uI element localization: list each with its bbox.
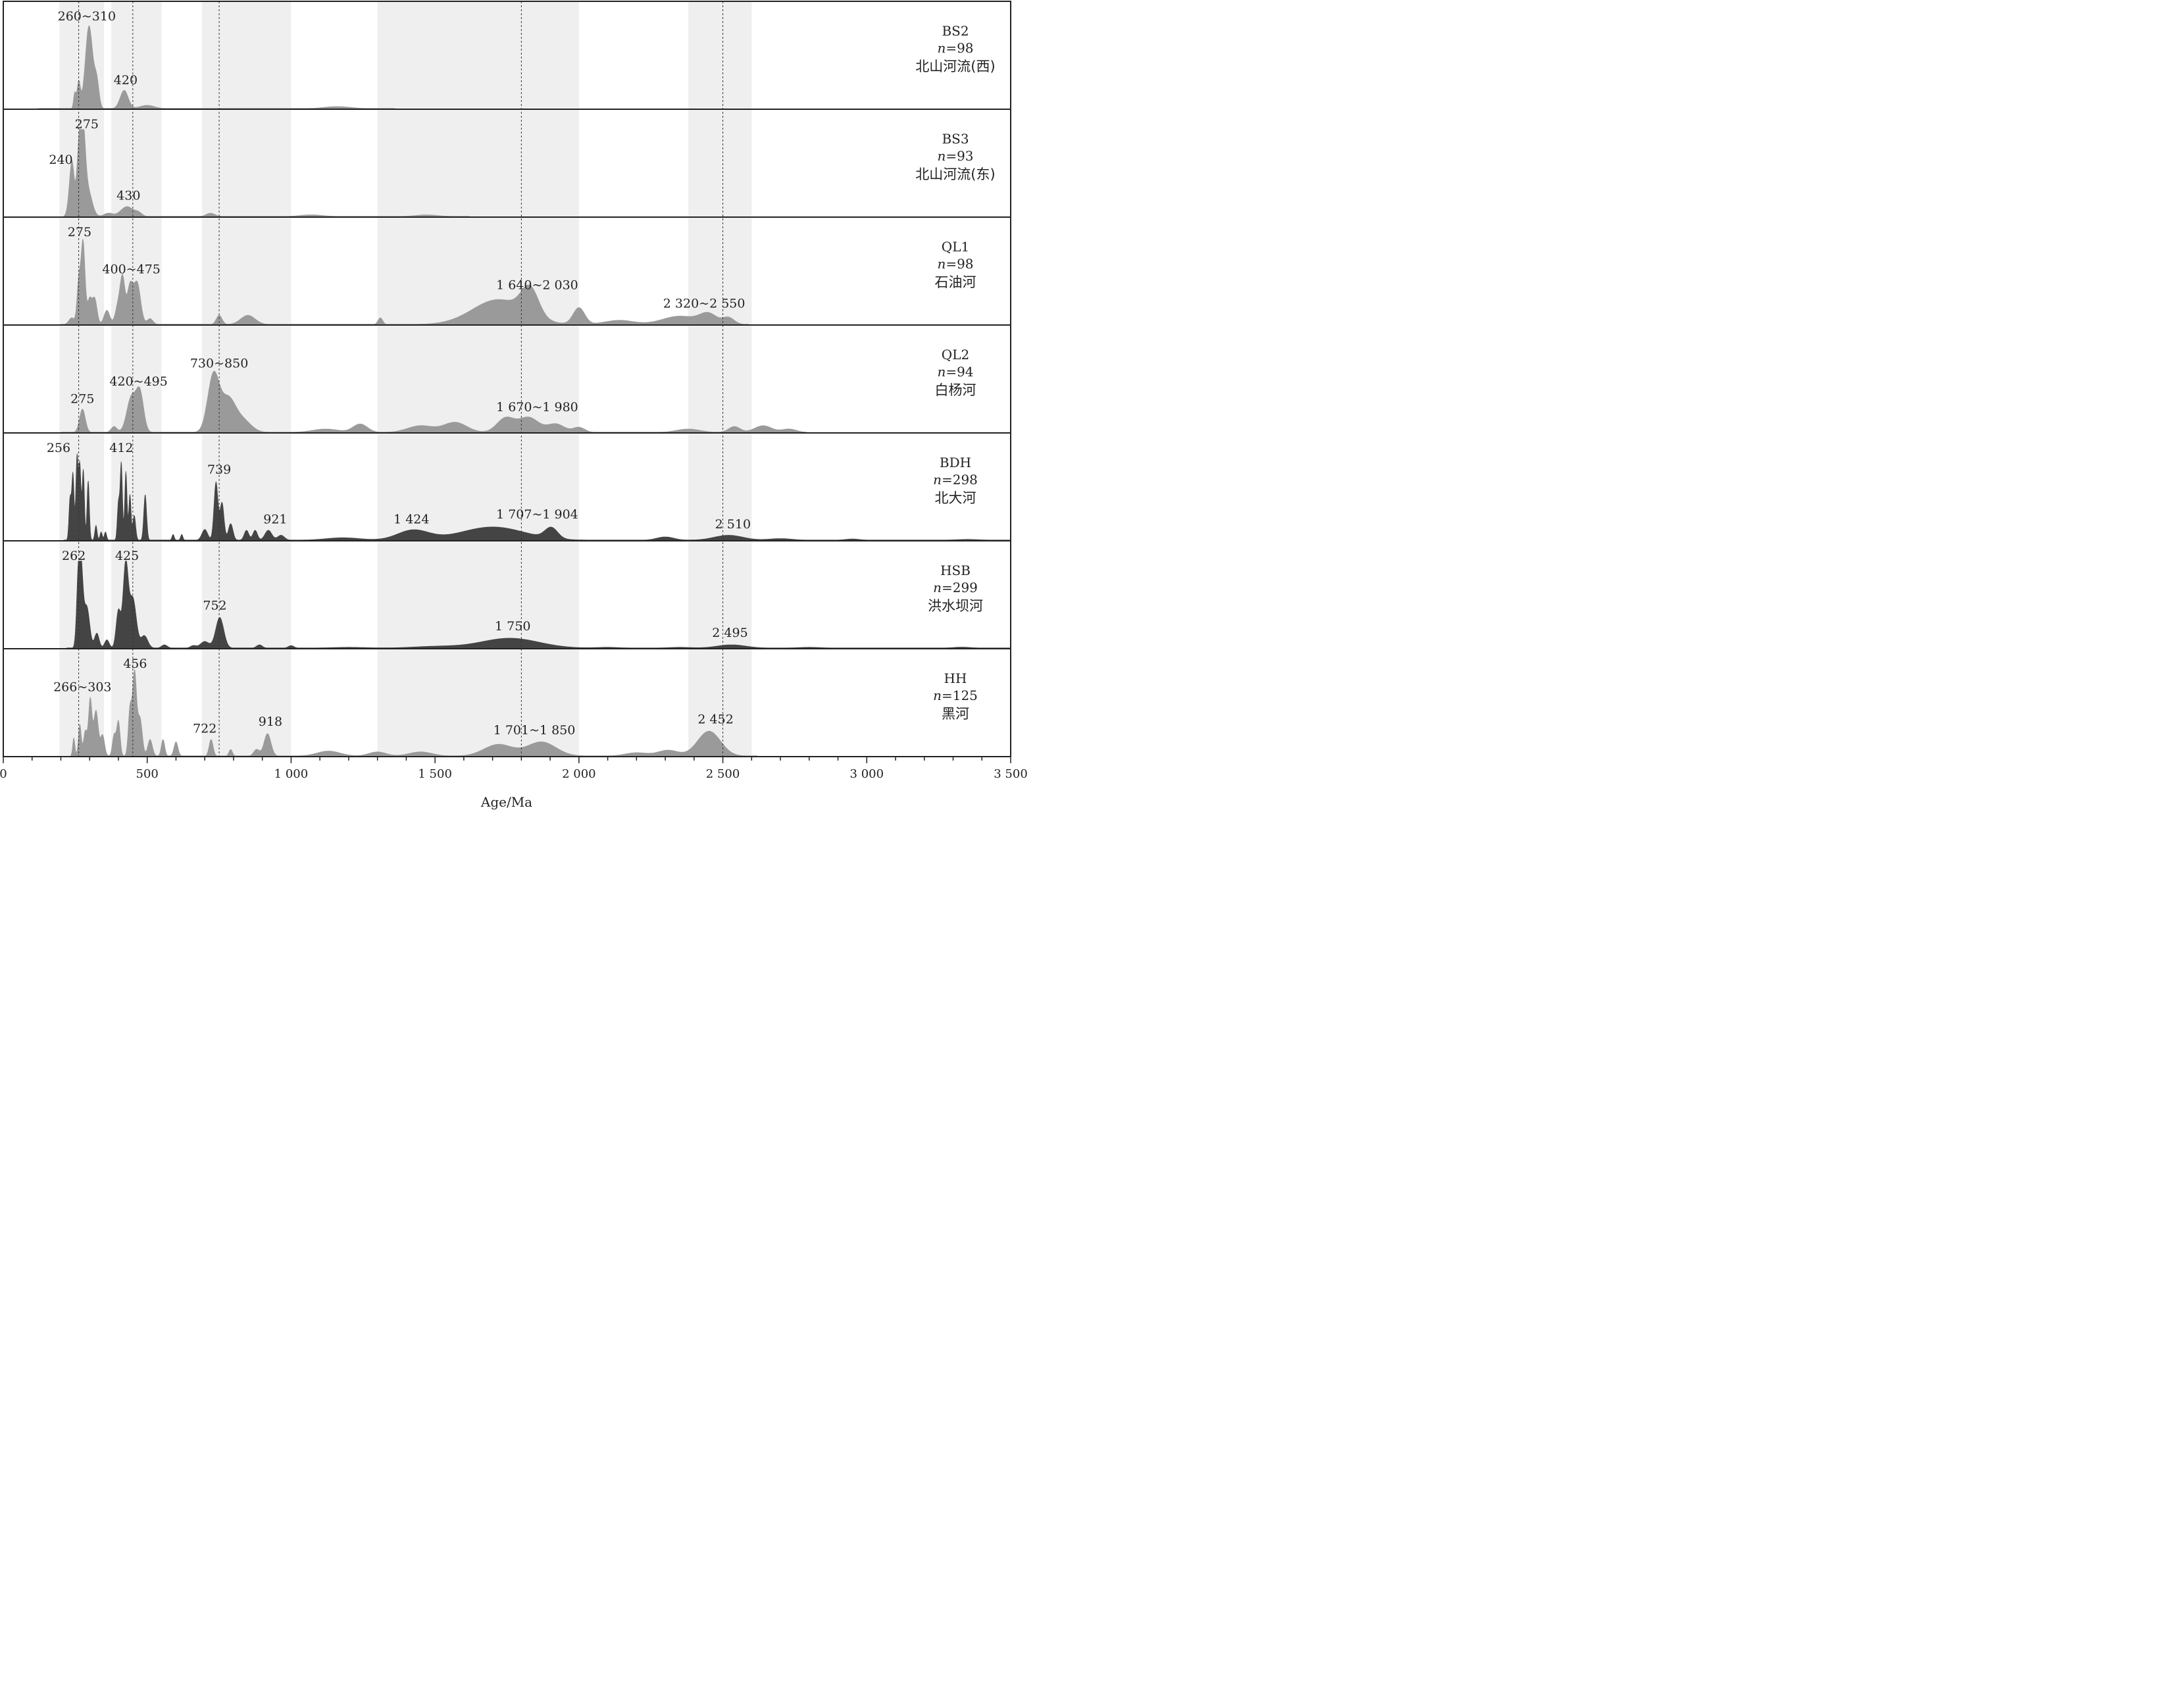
peak-label: 918 <box>259 715 282 729</box>
panel-river-name: 北大河 <box>935 490 976 506</box>
peak-label: 400~475 <box>102 263 160 277</box>
density-curve-bdh <box>63 453 1011 541</box>
peak-label: 921 <box>263 512 287 526</box>
sample-count-symbol: n <box>937 256 946 272</box>
peak-label: 739 <box>207 463 231 477</box>
peak-label: 275 <box>75 117 99 132</box>
sample-count-value: =98 <box>946 256 973 272</box>
x-axis-title: Age/Ma <box>480 794 532 810</box>
sample-count-symbol: n <box>933 688 942 703</box>
sample-count-symbol: n <box>937 364 946 380</box>
sample-count-value: =299 <box>942 580 978 595</box>
sample-count-symbol: n <box>937 148 946 164</box>
x-tick-label: 1 500 <box>418 767 452 781</box>
panel-frames <box>3 1 1011 757</box>
panel-sample-count: n=94 <box>937 364 973 380</box>
sample-count-value: =94 <box>946 364 973 380</box>
peak-label: 266~303 <box>53 680 111 694</box>
panel-sample-count: n=93 <box>937 148 973 164</box>
shaded-age-bands <box>59 1 752 757</box>
sample-count-value: =298 <box>942 472 978 488</box>
panel-names: BS2n=98北山河流(西)BS3n=93北山河流(东)QL1n=98石油河QL… <box>915 23 995 722</box>
panel-sample-name: QL1 <box>942 239 969 255</box>
peak-label: 2 510 <box>715 517 751 532</box>
panel-river-name: 黑河 <box>942 706 969 722</box>
panel-river-name: 北山河流(西) <box>915 59 995 74</box>
sample-count-value: =93 <box>946 148 973 164</box>
x-tick-label: 1 000 <box>274 767 309 781</box>
x-tick-label: 3 500 <box>994 767 1028 781</box>
panel-sample-name: BS3 <box>942 131 969 147</box>
x-axis: 0 500 1 000 1 500 2 000 2 500 3 000 3 500 <box>0 756 1028 781</box>
peak-label: 730~850 <box>190 356 248 370</box>
peak-label: 2 320~2 550 <box>663 296 746 311</box>
detrital-zircon-age-chart: 260~310 420 240 275 430 275 400~475 1 640~2 030… <box>0 1 1028 810</box>
peak-label: 420 <box>114 73 138 88</box>
panel-sample-count: n=298 <box>933 472 978 488</box>
peak-label: 2 495 <box>712 626 747 640</box>
x-tick-label: 0 <box>0 767 7 781</box>
peak-label: 752 <box>203 599 226 613</box>
shaded-band <box>688 1 752 757</box>
peak-label: 430 <box>116 188 140 203</box>
peak-label: 425 <box>115 549 139 563</box>
peak-label: 2 452 <box>697 712 733 726</box>
panel-sample-name: BS2 <box>942 23 969 39</box>
panel-river-name: 石油河 <box>935 274 976 290</box>
panel-sample-count: n=125 <box>933 688 978 703</box>
peak-label: 1 701~1 850 <box>493 723 576 738</box>
sample-count-symbol: n <box>933 472 942 488</box>
panel-sample-name: BDH <box>940 455 971 470</box>
x-tick-label: 2 500 <box>706 767 740 781</box>
peak-label: 256 <box>47 441 70 455</box>
sample-count-symbol: n <box>933 580 942 595</box>
peak-labels: 260~310 420 240 275 430 275 400~475 1 640~2 030… <box>47 9 751 738</box>
peak-label: 275 <box>68 225 91 239</box>
panel-river-name: 白杨河 <box>935 382 976 398</box>
sample-count-value: =125 <box>942 688 978 703</box>
shaded-band <box>377 1 579 757</box>
panel-sample-count: n=98 <box>937 40 973 56</box>
panel-sample-name: HH <box>944 670 967 686</box>
peak-label: 722 <box>193 721 216 736</box>
peak-label: 1 640~2 030 <box>496 278 578 293</box>
x-tick-label: 3 000 <box>850 767 884 781</box>
panel-sample-name: HSB <box>940 563 971 578</box>
peak-label: 240 <box>49 153 72 167</box>
peak-label: 420~495 <box>109 374 167 389</box>
sample-count-symbol: n <box>937 40 946 56</box>
peak-label: 275 <box>70 391 94 406</box>
panel-river-name: 洪水坝河 <box>928 598 983 614</box>
reference-lines <box>78 1 724 757</box>
peak-label: 1 424 <box>393 512 429 526</box>
panel-sample-name: QL2 <box>942 347 969 363</box>
panel-sample-count: n=98 <box>937 256 973 272</box>
peak-label: 412 <box>109 441 133 455</box>
peak-label: 456 <box>123 657 147 671</box>
panel-river-name: 北山河流(东) <box>915 166 995 182</box>
peak-label: 260~310 <box>58 9 116 24</box>
peak-label: 1 750 <box>495 619 530 634</box>
x-tick-label: 500 <box>136 767 159 781</box>
sample-count-value: =98 <box>946 40 973 56</box>
panel-sample-count: n=299 <box>933 580 978 595</box>
peak-label: 262 <box>62 549 86 563</box>
peak-label: 1 670~1 980 <box>496 400 578 414</box>
peak-label: 1 707~1 904 <box>496 507 578 522</box>
x-tick-label: 2 000 <box>562 767 596 781</box>
